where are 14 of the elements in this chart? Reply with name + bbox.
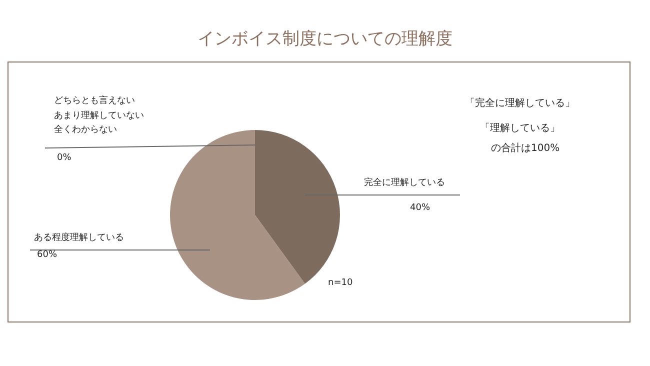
data-label: 60%	[37, 250, 58, 260]
slice-label: 完全に理解している	[364, 177, 445, 188]
text: 「完全に理解している」	[465, 97, 575, 109]
text: 0%	[57, 153, 72, 163]
slice-label: ある程度理解している	[34, 232, 124, 243]
data-label: 40%	[410, 203, 430, 213]
chart-title: インボイス制度についての理解度	[198, 28, 452, 49]
text: n=10	[328, 278, 353, 288]
category-label: どちらとも言えない	[54, 96, 135, 106]
category-label: あまり理解していない	[54, 111, 144, 121]
text: 「理解している」	[480, 122, 560, 134]
text: の合計は100%	[491, 142, 560, 154]
category-label: 全くわからない	[54, 125, 117, 135]
pie-slice	[170, 130, 305, 300]
